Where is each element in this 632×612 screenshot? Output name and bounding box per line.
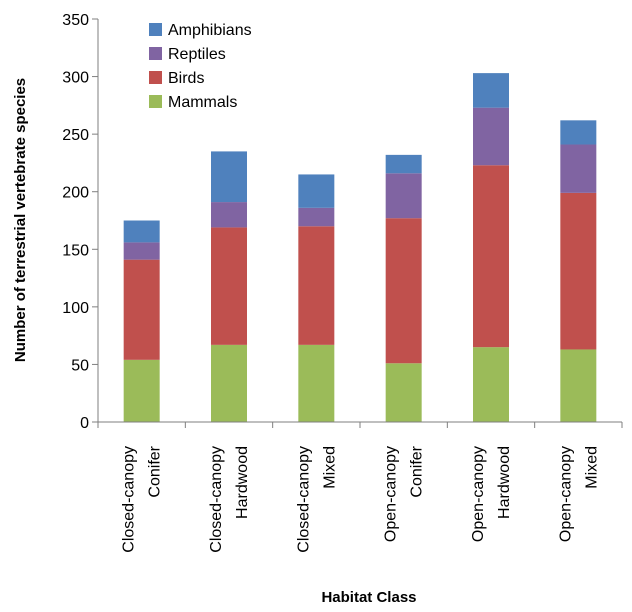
legend-label-birds: Birds — [168, 70, 204, 87]
bar-reptiles-2 — [211, 202, 247, 228]
bar-mammals-6 — [560, 349, 597, 422]
x-tick-label: Hardwood — [234, 446, 251, 519]
x-tick-label: Open-canopy — [557, 446, 574, 542]
bar-amphibians-2 — [211, 151, 247, 203]
y-tick-label: 200 — [62, 185, 89, 202]
y-tick-label: 250 — [62, 127, 89, 144]
bar-amphibians-6 — [560, 120, 597, 145]
axes-layer: 0 50 100 150 200 250 300 350 Closed-canopy Conife… — [62, 12, 623, 553]
x-category-label: Closed-canopy Hardwood — [208, 446, 251, 553]
bar-birds-6 — [560, 192, 597, 350]
x-tick-label: Open-canopy — [383, 446, 400, 542]
x-tick-label: Mixed — [321, 446, 338, 489]
bar-birds-4 — [385, 218, 422, 364]
x-category-label: Closed-canopy Mixed — [295, 446, 338, 553]
bars-layer — [123, 73, 597, 422]
bar-mammals-1 — [123, 359, 160, 422]
legend-swatch-reptiles — [149, 47, 162, 60]
x-category-label: Open-canopy Hardwood — [470, 446, 513, 542]
x-tick-label: Conifer — [147, 445, 164, 497]
x-tick-label: Closed-canopy — [208, 446, 225, 553]
y-tick-label: 350 — [62, 12, 89, 29]
x-tick-label: Hardwood — [496, 446, 513, 519]
bar-reptiles-5 — [473, 107, 509, 166]
x-category-label: Closed-canopy Conifer — [121, 445, 164, 552]
legend-swatch-birds — [149, 71, 162, 84]
y-tick-label: 100 — [62, 300, 89, 317]
y-tick-label: 50 — [71, 357, 89, 374]
bar-amphibians-5 — [473, 73, 509, 108]
legend-label-mammals: Mammals — [168, 94, 237, 111]
bar-reptiles-3 — [298, 207, 335, 227]
x-tick-label: Conifer — [409, 445, 426, 497]
y-tick-label: 300 — [62, 70, 89, 87]
bar-birds-2 — [211, 227, 247, 345]
bar-birds-5 — [473, 165, 509, 348]
y-axis-title: Number of terrestrial vertebrate species — [12, 78, 29, 362]
bar-amphibians-4 — [385, 154, 422, 174]
bar-amphibians-1 — [123, 220, 160, 243]
bar-mammals-3 — [298, 344, 335, 422]
bar-mammals-5 — [473, 347, 509, 422]
y-tick-label: 150 — [62, 242, 89, 259]
x-tick-label: Open-canopy — [470, 446, 487, 542]
legend-label-reptiles: Reptiles — [168, 46, 226, 63]
y-tick-label: 0 — [80, 415, 89, 432]
x-axis-title: Habitat Class — [321, 589, 416, 606]
bar-birds-1 — [123, 259, 160, 360]
x-tick-label: Closed-canopy — [295, 446, 312, 553]
x-category-label: Open-canopy Conifer — [383, 445, 426, 542]
bar-reptiles-6 — [560, 144, 597, 193]
bar-mammals-2 — [211, 344, 247, 422]
legend-swatch-mammals — [149, 95, 162, 108]
bar-reptiles-4 — [385, 173, 422, 219]
legend: Amphibians Reptiles Birds Mammals — [149, 22, 252, 111]
bar-amphibians-3 — [298, 174, 335, 208]
x-tick-label: Closed-canopy — [121, 446, 138, 553]
bar-mammals-4 — [385, 363, 422, 422]
bar-birds-3 — [298, 226, 335, 345]
legend-label-amphibians: Amphibians — [168, 22, 252, 39]
x-tick-label: Mixed — [583, 446, 600, 489]
bar-reptiles-1 — [123, 242, 160, 260]
legend-swatch-amphibians — [149, 23, 162, 36]
x-category-label: Open-canopy Mixed — [557, 446, 600, 542]
